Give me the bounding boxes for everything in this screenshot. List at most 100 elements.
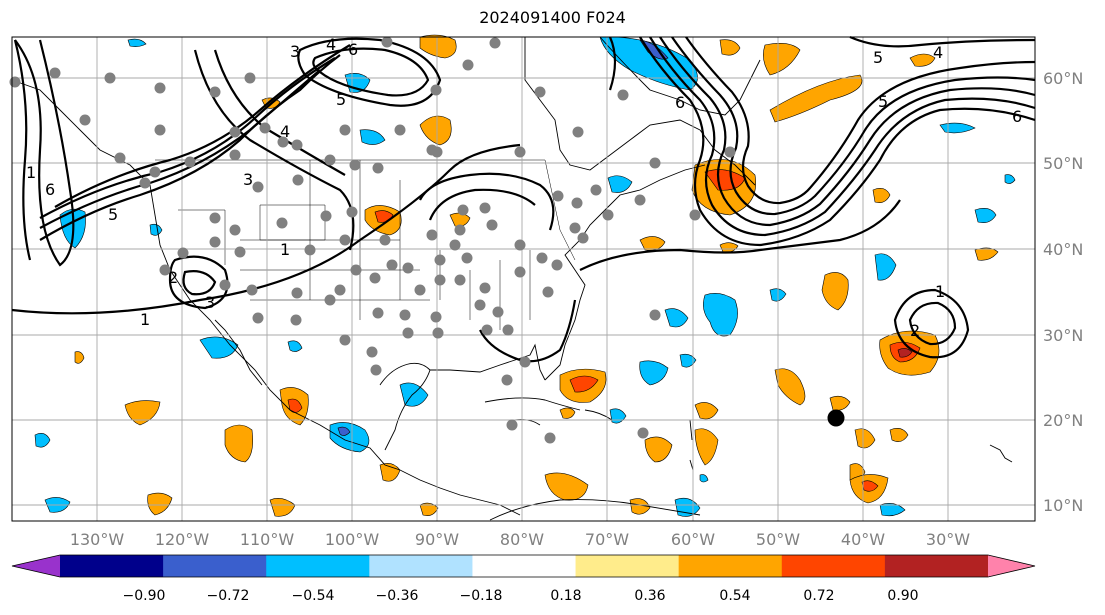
colorbar-segments <box>12 555 1035 577</box>
station-marker <box>229 224 241 236</box>
station-marker <box>104 72 116 84</box>
storm-position-marker <box>827 409 845 427</box>
contour-label: 1 <box>140 310 150 329</box>
contour-label: 4 <box>280 122 290 141</box>
lat-label: 10°N <box>1043 496 1083 515</box>
station-marker <box>369 272 381 284</box>
station-marker <box>290 314 302 326</box>
contour-label: 4 <box>933 43 943 62</box>
station-marker <box>519 356 531 368</box>
station-marker <box>277 136 289 148</box>
station-marker <box>536 252 548 264</box>
station-marker <box>414 284 426 296</box>
shaded-field <box>34 34 1016 517</box>
station-marker <box>402 262 414 274</box>
station-marker <box>372 307 384 319</box>
colorbar-extend-max <box>988 555 1035 577</box>
lon-label: 120°W <box>155 530 210 549</box>
colorbar-tick-label: 0.36 <box>634 588 665 604</box>
station-marker <box>426 229 438 241</box>
station-marker <box>381 36 393 48</box>
colorbar-tick-label: 0.18 <box>550 588 581 604</box>
station-marker <box>486 219 498 231</box>
station-marker <box>617 89 629 101</box>
contour-label: 6 <box>348 40 358 59</box>
contour-labels: 1 1 1 2 3 3 4 4 5 5 6 6 1 2 5 6 3 4 5 6 <box>26 35 1022 340</box>
station-marker <box>252 312 264 324</box>
colorbar-tick-label: −0.54 <box>292 588 335 604</box>
station-marker <box>474 299 486 311</box>
station-marker <box>229 149 241 161</box>
station-marker <box>209 86 221 98</box>
colorbar-ticks: −0.90 −0.72 −0.54 −0.36 −0.18 0.18 0.36 … <box>123 588 919 604</box>
station-marker <box>339 234 351 246</box>
station-marker <box>114 152 126 164</box>
contour-label: 4 <box>326 35 336 54</box>
station-marker <box>234 246 246 258</box>
station-marker <box>481 324 493 336</box>
station-marker <box>514 266 526 278</box>
lon-label: 80°W <box>500 530 544 549</box>
station-marker <box>324 154 336 166</box>
station-marker <box>552 190 564 202</box>
colorbar-tick-label: −0.18 <box>460 588 503 604</box>
station-marker <box>209 212 221 224</box>
station-marker <box>149 166 161 178</box>
station-marker <box>569 222 581 234</box>
colorbar-tick-label: 0.54 <box>719 588 750 604</box>
station-marker <box>724 146 736 158</box>
station-marker <box>544 432 556 444</box>
longitude-axis: 130°W 120°W 110°W 100°W 90°W 80°W 70°W 6… <box>70 530 970 549</box>
station-marker <box>276 217 288 229</box>
station-marker <box>542 286 554 298</box>
lon-label: 60°W <box>671 530 715 549</box>
graticule <box>12 37 1035 521</box>
station-marker <box>219 279 231 291</box>
station-marker <box>449 239 461 251</box>
station-marker <box>430 84 442 96</box>
station-marker <box>350 264 362 276</box>
contour-label: 5 <box>873 48 883 67</box>
colorbar-segment <box>369 555 473 577</box>
contour-label: 5 <box>108 205 118 224</box>
station-marker <box>434 274 446 286</box>
station-marker <box>649 309 661 321</box>
station-marker <box>577 232 589 244</box>
contour-label: 1 <box>935 282 945 301</box>
station-markers <box>9 36 736 444</box>
colorbar-segment <box>678 555 783 577</box>
lon-label: 30°W <box>926 530 970 549</box>
station-marker <box>502 324 514 336</box>
station-marker <box>462 59 474 71</box>
colorbar-tick-label: 0.90 <box>887 588 918 604</box>
station-marker <box>386 259 398 271</box>
station-marker <box>304 244 316 256</box>
colorbar-segment <box>884 555 989 577</box>
contour-label: 5 <box>336 90 346 109</box>
contour-label: 2 <box>168 268 178 287</box>
station-marker <box>514 146 526 158</box>
contour-label: 6 <box>675 93 685 112</box>
station-marker <box>394 124 406 136</box>
contour-label: 2 <box>910 321 920 340</box>
station-marker <box>366 346 378 358</box>
lon-label: 40°W <box>841 530 885 549</box>
station-marker <box>154 124 166 136</box>
station-marker <box>139 177 151 189</box>
station-marker <box>637 427 649 439</box>
station-marker <box>501 374 513 386</box>
station-marker <box>379 234 391 246</box>
colorbar-tick-label: −0.36 <box>376 588 419 604</box>
station-marker <box>479 202 491 214</box>
station-marker <box>590 184 602 196</box>
station-marker <box>551 259 563 271</box>
colorbar-segment <box>781 555 886 577</box>
station-marker <box>432 327 444 339</box>
station-marker <box>334 284 346 296</box>
station-marker <box>479 282 491 294</box>
lat-label: 40°N <box>1043 240 1083 259</box>
station-marker <box>649 157 661 169</box>
contour-label: 3 <box>243 170 253 189</box>
colorbar-segment <box>60 555 164 577</box>
station-marker <box>506 419 518 431</box>
